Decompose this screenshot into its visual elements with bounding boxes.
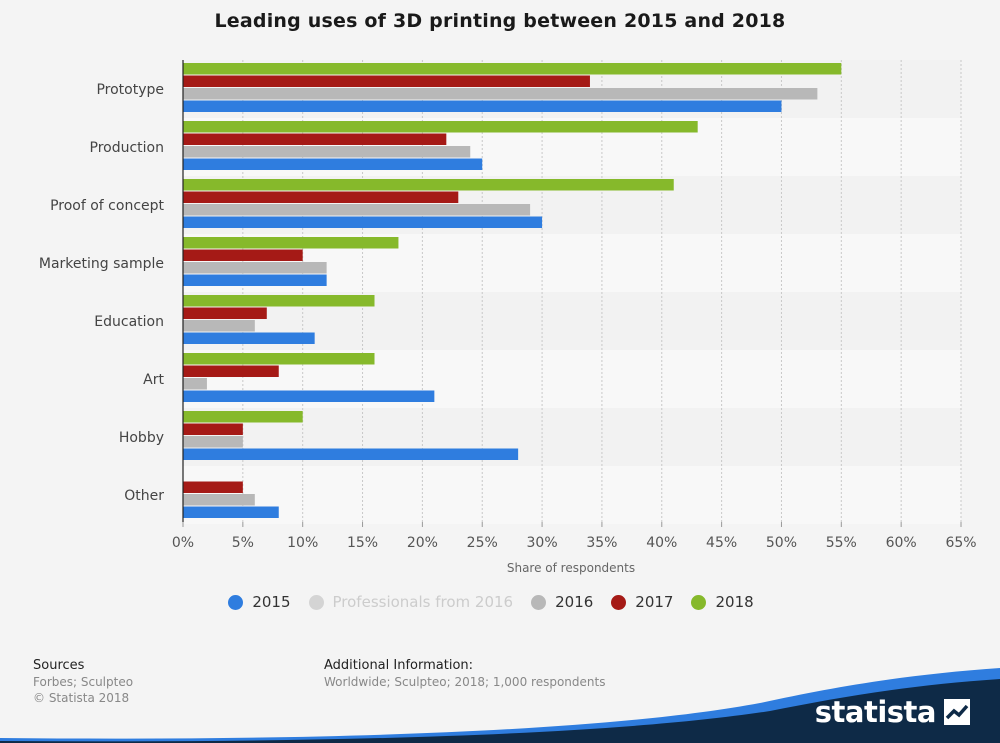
category-label: Hobby: [119, 430, 164, 446]
category-label: Proof of concept: [50, 198, 164, 214]
bar-2015-other[interactable]: [183, 506, 279, 519]
bar-2017-hobby[interactable]: [183, 423, 243, 436]
x-tick-label: 30%: [527, 535, 558, 551]
bar-2016-other[interactable]: [183, 494, 255, 506]
legend-marker: [611, 594, 627, 610]
bar-2016-marketing-sample[interactable]: [183, 262, 327, 274]
bar-2016-art[interactable]: [183, 378, 207, 390]
bar-2018-marketing-sample[interactable]: [183, 237, 399, 249]
legend-label: 2018: [715, 593, 754, 611]
x-tick-label: 5%: [232, 535, 254, 551]
bar-2018-proof-of-concept[interactable]: [183, 179, 674, 191]
bar-2015-marketing-sample[interactable]: [183, 274, 327, 287]
x-tick-label: 45%: [706, 535, 737, 551]
category-label: Education: [94, 314, 164, 330]
bar-2016-education[interactable]: [183, 320, 255, 332]
x-tick-label: 65%: [945, 535, 976, 551]
category-labels: Prototype Production Proof of concept Marke…: [39, 82, 165, 504]
copyright-text: © Statista 2018: [33, 691, 130, 705]
category-label: Prototype: [96, 82, 164, 98]
bar-2015-production[interactable]: [183, 158, 483, 171]
x-tick-label: 15%: [347, 535, 378, 551]
bar-2015-proof-of-concept[interactable]: [183, 216, 543, 229]
legend-label: 2017: [635, 593, 674, 611]
bar-2015-education[interactable]: [183, 332, 315, 345]
statista-logo-icon: [944, 699, 970, 725]
bar-2018-prototype[interactable]: [183, 63, 842, 75]
bar-2016-proof-of-concept[interactable]: [183, 204, 531, 216]
bar-2017-art[interactable]: [183, 365, 279, 378]
sources-heading: Sources: [33, 658, 85, 673]
legend-marker: [691, 594, 707, 610]
sources-block: Sources Forbes; Sculpteo © Statista 2018: [33, 658, 133, 706]
legend-item-2016[interactable]: 2016: [531, 593, 593, 611]
x-tick-label: 0%: [172, 535, 194, 551]
x-axis-title: Share of respondents: [507, 561, 635, 575]
statista-logo[interactable]: statista: [815, 695, 970, 729]
bar-2015-art[interactable]: [183, 390, 435, 403]
bar-2017-marketing-sample[interactable]: [183, 249, 303, 262]
bar-2018-education[interactable]: [183, 295, 375, 307]
bar-2018-hobby[interactable]: [183, 411, 303, 423]
legend-label: 2016: [555, 593, 594, 611]
x-tick-label: 50%: [766, 535, 797, 551]
bar-2017-proof-of-concept[interactable]: [183, 191, 459, 204]
legend-marker: [308, 594, 324, 610]
legend-item-2018[interactable]: 2018: [691, 593, 754, 611]
x-tick-label: 10%: [287, 535, 318, 551]
x-tick-label: 40%: [646, 535, 677, 551]
additional-info-heading: Additional Information:: [324, 658, 474, 673]
x-tick-label: 35%: [586, 535, 617, 551]
category-label: Art: [143, 372, 164, 388]
bar-2018-production[interactable]: [183, 121, 698, 133]
bar-2015-hobby[interactable]: [183, 448, 519, 461]
bar-2016-production[interactable]: [183, 146, 471, 158]
legend-marker: [228, 594, 244, 610]
bar-2017-production[interactable]: [183, 133, 447, 146]
legend-item-2017[interactable]: 2017: [611, 593, 673, 611]
bar-2018-art[interactable]: [183, 353, 375, 365]
legend-label: 2015: [252, 593, 291, 611]
category-label: Other: [124, 488, 164, 504]
bar-2017-education[interactable]: [183, 307, 267, 320]
x-tick-label: 25%: [467, 535, 498, 551]
bar-2017-prototype[interactable]: [183, 75, 590, 88]
bar-2016-prototype[interactable]: [183, 88, 818, 100]
bar-2017-other[interactable]: [183, 481, 243, 494]
x-tick-label: 55%: [826, 535, 857, 551]
bar-2015-prototype[interactable]: [183, 100, 782, 113]
legend-marker: [531, 594, 547, 610]
chart-title: Leading uses of 3D printing between 2015…: [214, 10, 786, 32]
brand-band: [0, 668, 1000, 743]
sources-text[interactable]: Forbes; Sculpteo: [33, 675, 134, 689]
category-label: Marketing sample: [39, 256, 164, 272]
x-tick-label: 60%: [886, 535, 917, 551]
bars: [183, 63, 842, 519]
bar-2016-hobby[interactable]: [183, 436, 243, 448]
tick-labels: 0% 5% 10% 15% 20% 25% 30% 35% 40% 45% 50% 55% 60% 65%: [172, 522, 977, 551]
category-label: Production: [90, 140, 164, 156]
additional-info-text: Worldwide; Sculpteo; 2018; 1,000 respond…: [324, 675, 606, 689]
row-band: [183, 466, 961, 524]
legend-item-professionals-from-2016[interactable]: Professionals from 2016: [308, 593, 514, 611]
brand-name: statista: [814, 695, 937, 729]
bar-chart: Prototype Production Proof of concept Marke…: [39, 60, 977, 575]
x-tick-label: 20%: [407, 535, 438, 551]
legend-item-2015[interactable]: 2015: [228, 593, 291, 611]
additional-info-block: Additional Information: Worldwide; Sculp…: [324, 658, 605, 690]
legend-label: Professionals from 2016: [332, 593, 514, 611]
legend: 2015 Professionals from 2016 2016 2017 2018: [0, 593, 1000, 611]
